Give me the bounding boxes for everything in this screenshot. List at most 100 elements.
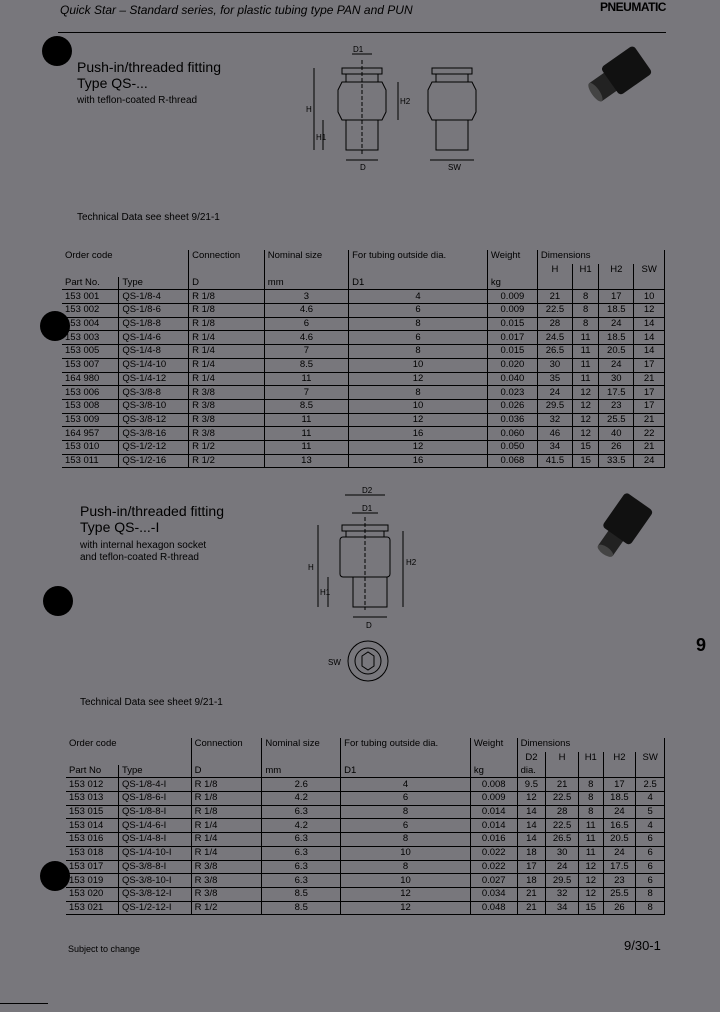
table-cell: 35 bbox=[537, 372, 573, 387]
table-cell: R 3/8 bbox=[188, 385, 265, 400]
table-row: 153 010 QS-1/2-12 R 1/2 11 12 0.050 34 15 26 21 bbox=[62, 440, 665, 455]
table-cell: 18 bbox=[517, 873, 547, 888]
table-cell: 12 bbox=[572, 413, 600, 428]
table-cell: 18.5 bbox=[598, 330, 635, 346]
table-cell: 46 bbox=[537, 426, 573, 441]
table-cell: 153 010 bbox=[62, 440, 120, 455]
column-header: Connection bbox=[191, 738, 263, 765]
section2-title: Push-in/threaded fitting Type QS-...-I bbox=[80, 503, 224, 535]
table-cell: 12 bbox=[517, 791, 547, 806]
table-row: 153 001 QS-1/8-4 R 1/8 3 4 0.009 21 8 17 10 bbox=[62, 289, 665, 305]
table-row: 153 016 QS-1/4-8-I R 1/4 6.3 8 0.016 14 26.5 11 2… bbox=[66, 832, 665, 847]
table-cell: 17 bbox=[633, 358, 665, 373]
table-cell: 10 bbox=[340, 873, 471, 888]
table-cell: 6 bbox=[348, 303, 488, 318]
table-row: 164 980 QS-1/4-12 R 1/4 11 12 0.040 35 11 30 21 bbox=[62, 372, 665, 387]
table-cell: 22 bbox=[633, 426, 665, 441]
page-number: 9/30-1 bbox=[624, 938, 661, 953]
column-unit: D1 bbox=[340, 764, 471, 779]
fitting-drawing-2: D2 D1 H H1 H2 D SW bbox=[308, 486, 417, 682]
table-cell: 153 011 bbox=[62, 454, 120, 469]
table-cell: 0.008 bbox=[470, 777, 518, 793]
table-cell: 8.5 bbox=[264, 358, 350, 373]
table-cell: 12 bbox=[578, 860, 604, 875]
table-cell: 12 bbox=[572, 385, 600, 400]
table-cell: 21 bbox=[633, 372, 665, 387]
order-code-header: Order code bbox=[62, 250, 190, 264]
table-cell: R 1/8 bbox=[188, 289, 265, 305]
table-cell: 2.6 bbox=[261, 777, 342, 793]
table-cell: QS-1/2-12-I bbox=[118, 901, 192, 916]
table-cell: 14 bbox=[633, 344, 665, 359]
table-cell: 4.2 bbox=[261, 818, 342, 834]
column-unit: mm bbox=[261, 764, 342, 779]
table-cell: 4.2 bbox=[261, 791, 342, 806]
column-header: H1 bbox=[572, 264, 600, 277]
order-table-2: Order code Connection Nominal size For tubi… bbox=[66, 738, 666, 916]
table-cell: 153 003 bbox=[62, 330, 120, 346]
punch-hole bbox=[40, 861, 70, 891]
table-cell: 12 bbox=[578, 873, 604, 888]
table-cell: 21 bbox=[517, 887, 547, 902]
title-line: Push-in/threaded fitting bbox=[77, 59, 221, 75]
fitting-photo-2 bbox=[597, 493, 653, 557]
table-cell: 34 bbox=[537, 440, 573, 455]
table-cell: 12 bbox=[340, 887, 471, 902]
table-row: 153 009 QS-3/8-12 R 3/8 11 12 0.036 32 12 25.5 21 bbox=[62, 413, 665, 428]
table-cell: 0.026 bbox=[487, 399, 538, 414]
dim-h1: H1 bbox=[320, 588, 331, 597]
table-cell: 6 bbox=[348, 330, 488, 346]
table-cell: 11 bbox=[572, 344, 600, 359]
table-cell: QS-1/4-12 bbox=[118, 372, 190, 387]
table-cell: R 1/4 bbox=[191, 846, 263, 861]
table-cell: 0.022 bbox=[470, 860, 518, 875]
table-cell: 11 bbox=[578, 818, 604, 834]
table-cell: 7 bbox=[264, 385, 350, 400]
table-cell: 25.5 bbox=[603, 887, 637, 902]
table-cell: QS-3/8-10 bbox=[118, 399, 190, 414]
table-cell: 14 bbox=[633, 330, 665, 346]
table-cell: 164 980 bbox=[62, 372, 120, 387]
table-cell: 17 bbox=[633, 385, 665, 400]
table-cell: 17.5 bbox=[603, 860, 637, 875]
table-cell: R 1/8 bbox=[188, 317, 265, 332]
table-row: 153 005 QS-1/4-8 R 1/4 7 8 0.015 26.5 11 20.5 14 bbox=[62, 344, 665, 359]
table-cell: 26.5 bbox=[537, 344, 573, 359]
table-cell: 6.3 bbox=[261, 832, 342, 847]
table-row: 153 020 QS-3/8-12-I R 3/8 8.5 12 0.034 21 32 12 2… bbox=[66, 887, 665, 902]
table-cell: 153 007 bbox=[62, 358, 120, 373]
table-cell: 153 020 bbox=[66, 887, 119, 902]
table-cell: 0.034 bbox=[470, 887, 518, 902]
brand-logo: PNEUMATIC bbox=[600, 0, 666, 14]
table-cell: 10 bbox=[348, 358, 488, 373]
column-unit: D bbox=[188, 276, 265, 291]
table-cell: 2.5 bbox=[635, 777, 665, 793]
table-cell: 12 bbox=[348, 413, 488, 428]
table-cell: 14 bbox=[517, 805, 547, 820]
dim-h1: H1 bbox=[316, 133, 327, 142]
table-cell: 13 bbox=[264, 454, 350, 469]
table-cell: R 1/4 bbox=[188, 358, 265, 373]
table-cell: R 3/8 bbox=[188, 426, 265, 441]
table-cell: 41.5 bbox=[537, 454, 573, 469]
table-cell: 8 bbox=[348, 344, 488, 359]
punch-hole bbox=[42, 36, 72, 66]
table-cell: 12 bbox=[340, 901, 471, 916]
table-cell: 0.068 bbox=[487, 454, 538, 469]
column-unit: Part No. bbox=[62, 276, 120, 291]
table-cell: 0.020 bbox=[487, 358, 538, 373]
table-cell: R 1/2 bbox=[188, 454, 265, 469]
table-cell: 153 017 bbox=[66, 860, 119, 875]
column-unit bbox=[635, 764, 665, 779]
group-header-row: Order code Connection Nominal size For tubi… bbox=[66, 738, 666, 765]
footer-note: Subject to change bbox=[68, 944, 141, 954]
table-cell: 0.060 bbox=[487, 426, 538, 441]
table-cell: 8 bbox=[578, 805, 604, 820]
table-cell: 15 bbox=[572, 440, 600, 455]
table-cell: QS-1/8-8 bbox=[118, 317, 190, 332]
table-cell: 7 bbox=[264, 344, 350, 359]
column-unit: D bbox=[191, 764, 263, 779]
column-header: H bbox=[537, 264, 573, 277]
table-cell: 8 bbox=[348, 385, 488, 400]
